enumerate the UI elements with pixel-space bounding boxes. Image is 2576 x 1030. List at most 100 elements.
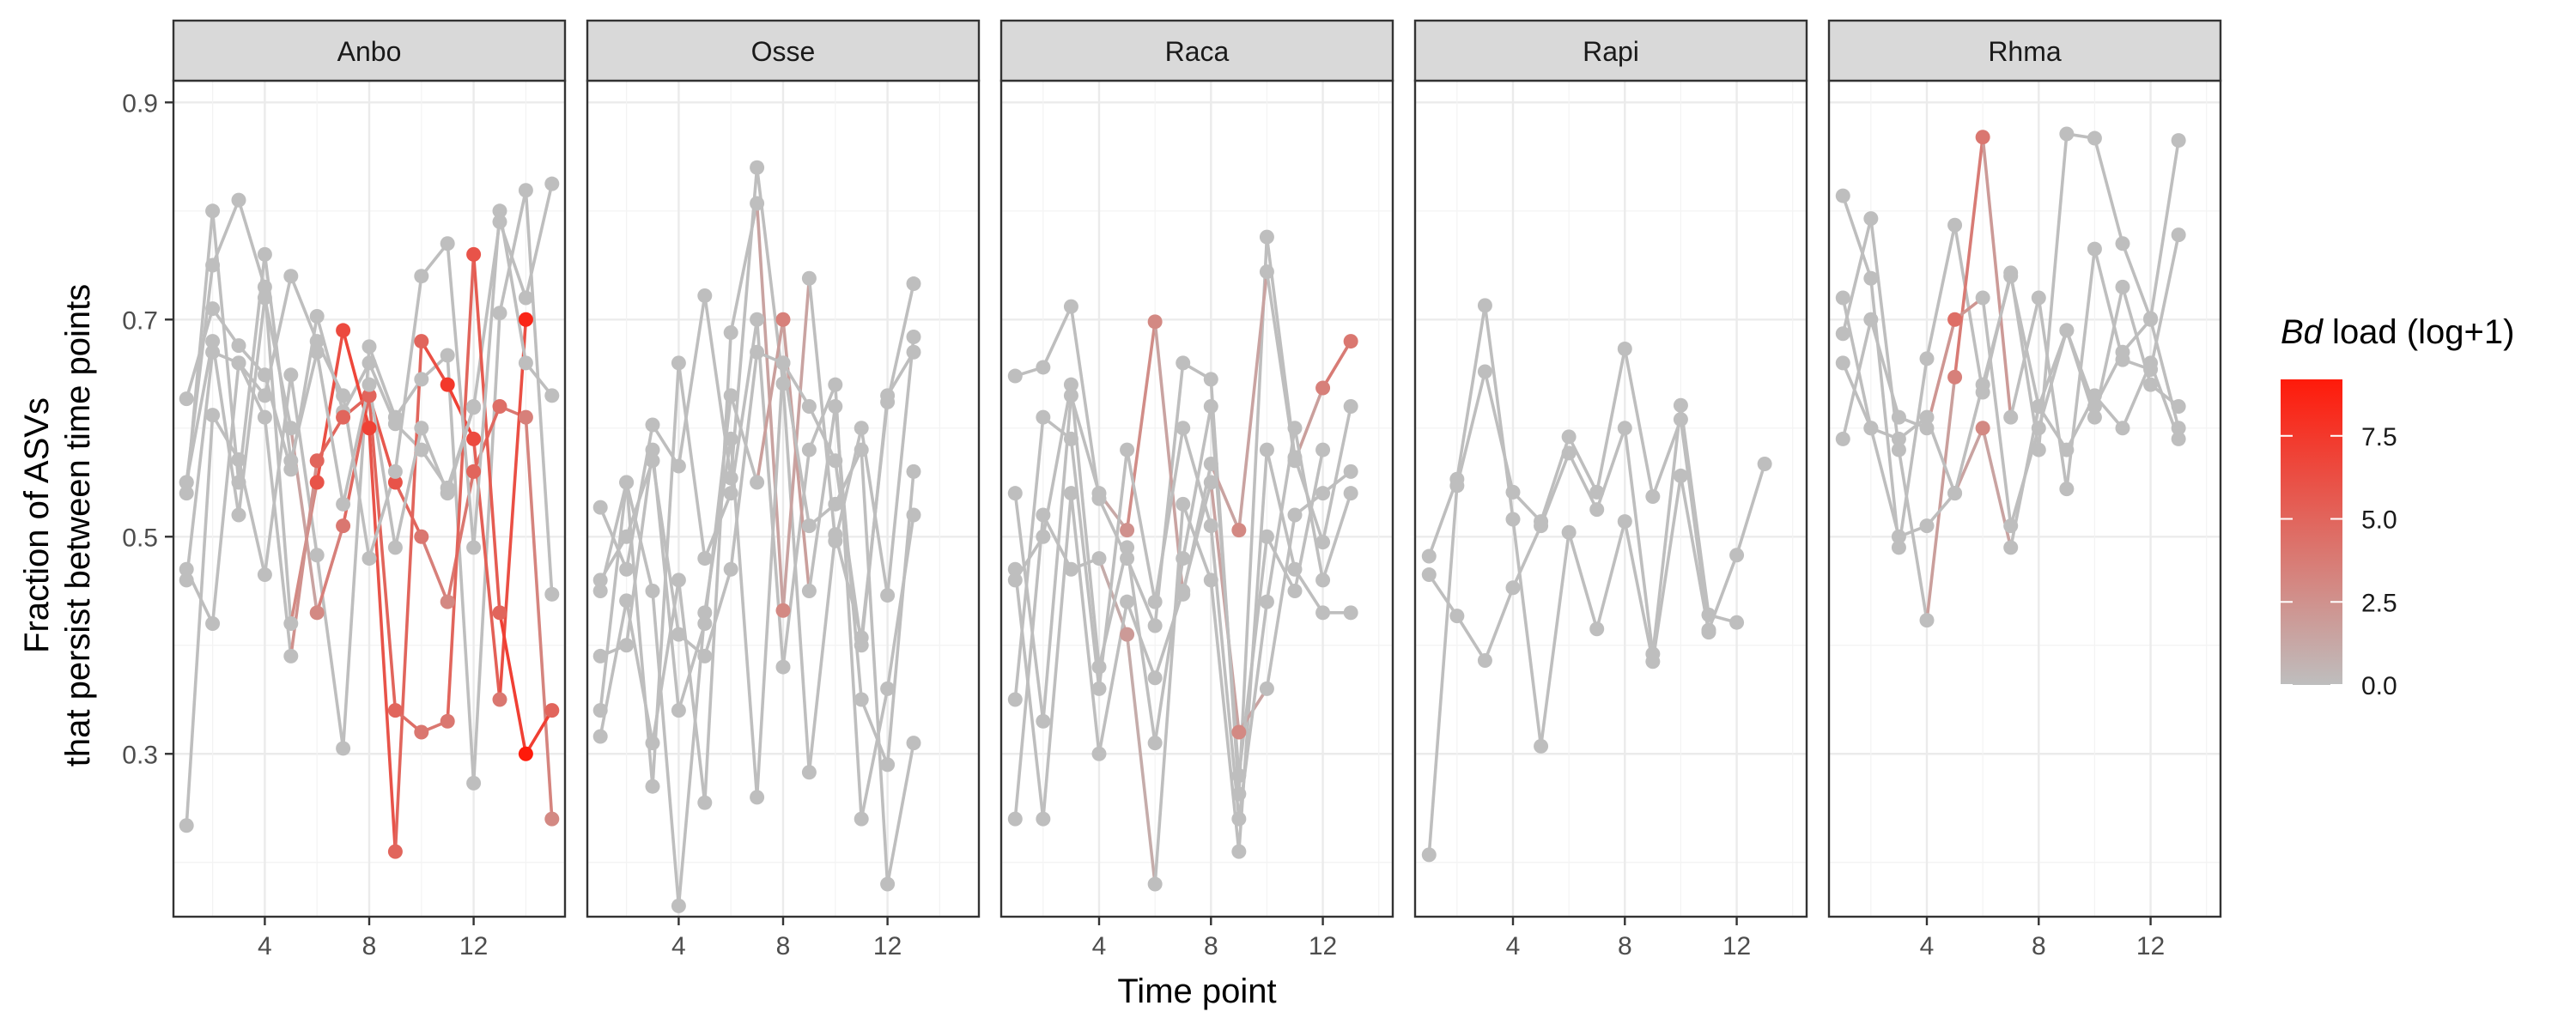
data-point	[1036, 360, 1051, 375]
data-point	[2087, 398, 2102, 414]
series-segment	[1925, 318, 1957, 430]
series-segment	[524, 708, 554, 756]
data-point	[906, 464, 921, 479]
data-point	[1231, 768, 1247, 784]
series-segment	[1841, 361, 1873, 430]
data-point	[1007, 811, 1023, 827]
data-point	[2171, 133, 2186, 148]
data-point	[1259, 529, 1274, 544]
data-point	[645, 442, 660, 457]
data-point	[1947, 312, 1963, 327]
series-segment	[2008, 296, 2041, 419]
series-segment	[393, 274, 423, 474]
data-point	[257, 388, 272, 403]
series-segment	[1125, 546, 1157, 745]
data-point	[1259, 229, 1274, 245]
data-point	[1036, 713, 1051, 729]
series-segment	[729, 350, 759, 572]
series-segment	[1153, 502, 1185, 886]
series-segment	[885, 741, 915, 886]
data-point	[2087, 241, 2102, 257]
facet-panel-anbo: Anbo 4 8 12	[172, 19, 567, 960]
x-tick-label: 4	[1506, 932, 1521, 960]
series-segment	[781, 382, 811, 774]
data-point	[2115, 344, 2130, 360]
series-segment	[315, 350, 345, 506]
data-point	[592, 703, 608, 718]
data-point	[1561, 524, 1577, 540]
data-point	[2143, 355, 2159, 371]
data-point	[1891, 442, 1906, 457]
x-tick-label: 4	[1092, 932, 1107, 960]
series-individual	[1841, 135, 2180, 622]
data-point	[671, 703, 686, 718]
series-segment	[1567, 435, 1599, 494]
data-point	[1063, 431, 1078, 446]
series-segment	[860, 687, 890, 821]
data-point	[880, 757, 896, 772]
x-tick-label: 8	[362, 932, 377, 960]
data-point	[801, 518, 817, 534]
series-segment	[1153, 426, 1185, 603]
series-segment	[446, 354, 476, 785]
data-point	[592, 500, 608, 515]
data-point	[1315, 380, 1331, 396]
data-point	[179, 486, 194, 501]
data-point	[518, 355, 533, 371]
data-point	[336, 741, 351, 756]
data-point	[828, 377, 843, 392]
series-segment	[1042, 394, 1073, 724]
series-segment	[210, 306, 240, 348]
data-point	[1231, 786, 1247, 802]
data-point	[723, 561, 738, 577]
y-tick-label: 0.3	[122, 741, 158, 769]
data-point	[1343, 486, 1358, 501]
legend-colorbar	[2281, 379, 2342, 685]
series-segment	[1125, 633, 1157, 886]
series-segment	[185, 209, 215, 495]
facet-label: Raca	[1165, 36, 1230, 67]
panel-background	[1415, 81, 1807, 917]
data-point	[1863, 270, 1879, 286]
data-point	[645, 417, 660, 433]
series-segment	[677, 621, 707, 712]
data-point	[205, 344, 221, 360]
series-segment	[651, 589, 681, 908]
x-tick-label: 4	[258, 932, 272, 960]
data-point	[387, 703, 403, 718]
data-point	[1176, 355, 1191, 371]
data-point	[592, 584, 608, 599]
data-point	[440, 377, 455, 392]
x-tick-label: 4	[1920, 932, 1935, 960]
data-point	[466, 464, 482, 479]
data-point	[2031, 290, 2046, 306]
series-segment	[1679, 474, 1710, 634]
data-point	[361, 551, 377, 566]
data-point	[1287, 507, 1303, 523]
data-point	[1947, 486, 1963, 501]
series-segment	[624, 448, 654, 647]
series-individual	[1427, 403, 1739, 663]
x-axis-title: Time point	[1117, 972, 1276, 1010]
data-point	[2115, 279, 2130, 294]
series-segment	[2121, 241, 2153, 320]
data-point	[1176, 584, 1191, 599]
data-point	[697, 551, 713, 566]
series-segment	[263, 415, 293, 658]
data-point	[1343, 334, 1358, 349]
data-point	[1120, 594, 1135, 609]
series-segment	[1897, 448, 1929, 622]
data-point	[775, 603, 791, 618]
data-point	[775, 355, 791, 371]
data-point	[671, 458, 686, 474]
data-point	[387, 844, 403, 859]
data-point	[1091, 551, 1107, 566]
data-point	[645, 453, 660, 469]
x-tick-label: 12	[459, 932, 488, 960]
data-point	[1891, 540, 1906, 555]
data-point	[336, 496, 351, 512]
series-segment	[807, 404, 837, 463]
data-point	[544, 703, 560, 718]
data-point	[1975, 421, 1990, 436]
data-point	[1231, 724, 1247, 740]
